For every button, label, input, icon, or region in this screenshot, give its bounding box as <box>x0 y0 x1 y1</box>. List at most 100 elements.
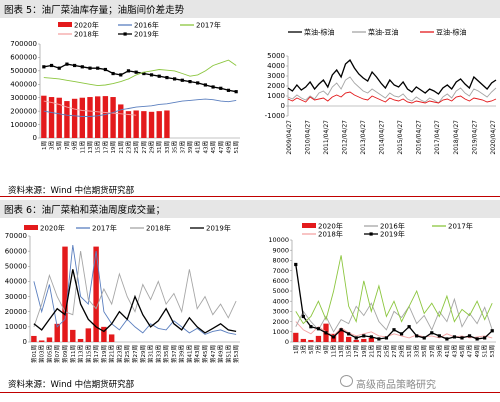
x-tick-label: 2015/04/27 <box>397 120 404 155</box>
x-tick-label: 11周 <box>79 141 86 154</box>
bar <box>48 97 55 138</box>
series-line <box>287 76 497 104</box>
legend-label: 2018年 <box>318 230 343 239</box>
figure6-source: 资料来源：Wind 中信期货研究部 <box>8 380 135 390</box>
series-marker <box>362 334 366 338</box>
series-marker <box>49 63 54 68</box>
bar <box>315 335 322 342</box>
bar <box>46 337 53 342</box>
series-line <box>33 251 237 328</box>
series-marker <box>42 65 46 69</box>
legend-label: 2020年 <box>318 222 343 231</box>
bar <box>93 246 99 342</box>
y-tick-label: 600000 <box>10 54 37 62</box>
x-tick-label: 49周 <box>225 141 232 154</box>
figure5-source: 资料来源：Wind 中信期货研究部 <box>8 186 135 196</box>
x-tick-label: 3周 <box>300 345 307 354</box>
bar <box>41 95 47 138</box>
series-marker <box>180 78 184 82</box>
y-tick-label: 5000 <box>272 287 289 295</box>
y-tick-label: 70000 <box>5 232 27 240</box>
y-tick-label: -1000 <box>265 112 285 120</box>
x-tick-label: 11周 <box>331 345 338 358</box>
x-tick-label: 17周 <box>102 141 109 154</box>
x-tick-label: 37周 <box>179 141 186 154</box>
series-marker <box>324 331 328 335</box>
y-tick-label: 1000 <box>267 92 285 100</box>
series-marker <box>483 336 487 340</box>
x-tick-label: 31周 <box>156 141 163 154</box>
y-tick-label: 8000 <box>272 257 289 265</box>
bar <box>141 111 147 138</box>
series-marker <box>467 334 472 338</box>
series-marker <box>119 73 123 77</box>
series-marker <box>354 336 358 340</box>
series-marker <box>437 334 441 338</box>
series-line <box>33 245 237 335</box>
x-tick-label: 第01周 <box>30 345 38 363</box>
x-tick-label: 2013/04/27 <box>360 120 367 155</box>
x-tick-label: 第03周 <box>38 345 46 363</box>
y-tick-label: 50000 <box>5 262 27 270</box>
bar <box>300 338 306 342</box>
x-tick-label: 29周 <box>399 345 406 358</box>
x-tick-label: 第39周 <box>178 345 186 363</box>
series-marker <box>392 328 396 332</box>
x-tick-label: 35周 <box>421 345 428 358</box>
y-tick-label: 700000 <box>10 40 37 48</box>
x-tick-label: 45周 <box>210 141 217 154</box>
x-tick-label: 第31周 <box>147 345 155 363</box>
bar <box>85 328 92 342</box>
chart-inventory: 0 100000 200000 300000 400000 500000 600000 700… <box>10 21 240 154</box>
x-tick-label: 21周 <box>118 141 125 154</box>
x-tick-label: 第21周 <box>108 345 116 363</box>
series-marker <box>475 337 479 341</box>
series-marker <box>422 336 426 340</box>
legend-label: 2016年 <box>380 222 405 231</box>
series-marker <box>460 336 464 340</box>
x-tick-label: 3周 <box>49 141 56 150</box>
watermark: 高级商品策略研究 <box>356 380 436 391</box>
x-tick-label: 1周 <box>41 141 48 150</box>
x-tick-label: 第25周 <box>123 345 131 363</box>
y-tick-label: 4000 <box>267 62 285 70</box>
x-tick-label: 第53周 <box>232 345 240 363</box>
figure6-heading: 图表 6：油厂菜粕和菜油周度成交量； <box>4 205 166 216</box>
bar <box>361 338 367 342</box>
legend-label: 菜油-棕油 <box>304 28 335 37</box>
series-marker <box>339 328 343 332</box>
series-marker <box>188 80 192 84</box>
x-tick-label: 第11周 <box>69 345 77 363</box>
series-marker <box>57 66 61 70</box>
chart-meal-volume: 0 10000 20000 30000 40000 50000 60000 70000 第01周… <box>5 224 240 364</box>
legend-label: 2020年 <box>40 224 65 233</box>
y-tick-label: 20000 <box>5 308 27 316</box>
x-tick-label: 第51周 <box>224 345 232 363</box>
x-tick-label: 第41周 <box>185 345 193 363</box>
series-marker <box>369 335 373 339</box>
legend-label: 2019年 <box>206 224 231 233</box>
series-line <box>43 59 237 87</box>
series-marker <box>294 262 298 267</box>
x-tick-label: 45周 <box>459 345 466 358</box>
series-marker <box>347 332 351 336</box>
legend-label: 2019年 <box>134 30 159 39</box>
y-tick-label: 7000 <box>272 267 289 275</box>
bar <box>31 335 37 342</box>
x-tick-label: 17周 <box>353 345 360 358</box>
y-tick-label: 100000 <box>10 121 37 129</box>
x-tick-label: 33周 <box>414 345 421 358</box>
bar <box>87 97 93 138</box>
series-marker <box>377 337 381 341</box>
legend-label: 豆油-棕油 <box>436 28 467 37</box>
legend-marker <box>123 32 127 36</box>
x-tick-label: 第35周 <box>162 345 170 363</box>
series-marker <box>219 86 223 90</box>
series-marker <box>316 327 321 331</box>
series-marker <box>309 325 313 329</box>
x-tick-label: 7周 <box>315 345 322 354</box>
series-marker <box>490 329 494 333</box>
x-tick-label: 49周 <box>474 345 481 358</box>
y-tick-label: 300000 <box>10 94 37 102</box>
series-marker <box>234 90 238 94</box>
